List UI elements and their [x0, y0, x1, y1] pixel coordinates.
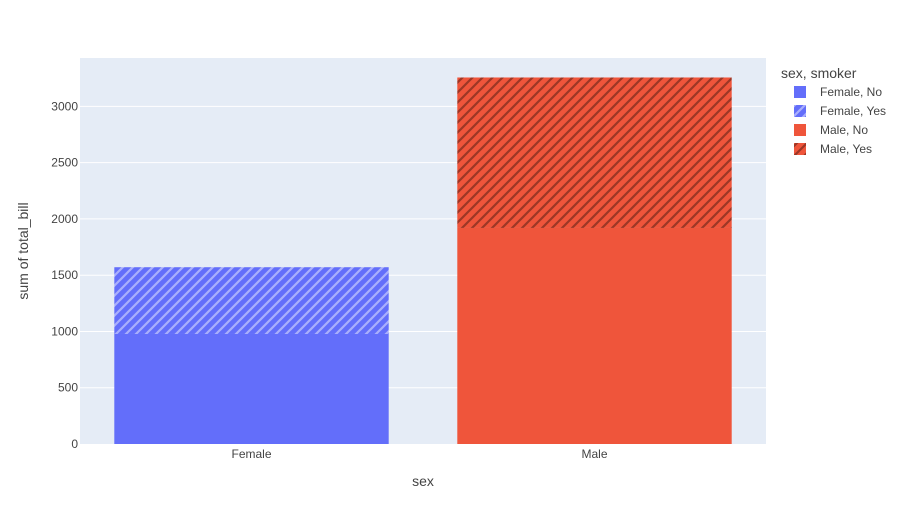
bar-female-no: [114, 333, 389, 444]
y-tick-label: 1500: [51, 268, 78, 282]
legend-swatch: [794, 105, 806, 117]
y-axis-title: sum of total_bill: [15, 202, 31, 299]
x-axis-title: sex: [412, 473, 434, 489]
y-tick-label: 500: [58, 381, 78, 395]
legend-swatch: [794, 143, 806, 155]
bar-female-yes: [114, 267, 389, 334]
y-tick-label: 2500: [51, 156, 78, 170]
legend-label: Female, No: [820, 85, 882, 99]
legend-label: Female, Yes: [820, 104, 886, 118]
y-axis-ticks: 0 500 1000 1500 2000 2500 3000: [51, 99, 78, 451]
x-axis-ticks: Female Male: [231, 447, 607, 461]
legend: sex, smoker Female, No Female, Yes Male, N…: [781, 65, 886, 156]
legend-swatch: [794, 86, 806, 98]
x-tick-label: Female: [231, 447, 271, 461]
y-tick-label: 1000: [51, 324, 78, 338]
legend-label: Male, No: [820, 123, 868, 137]
x-tick-label: Male: [581, 447, 607, 461]
y-tick-label: 0: [71, 437, 78, 451]
y-tick-label: 2000: [51, 212, 78, 226]
bars: [114, 77, 732, 444]
bar-male-no: [457, 227, 732, 444]
y-tick-label: 3000: [51, 99, 78, 113]
legend-swatch: [794, 124, 806, 136]
bar-male-yes: [457, 77, 732, 228]
legend-title: sex, smoker: [781, 65, 857, 81]
legend-label: Male, Yes: [820, 142, 872, 156]
